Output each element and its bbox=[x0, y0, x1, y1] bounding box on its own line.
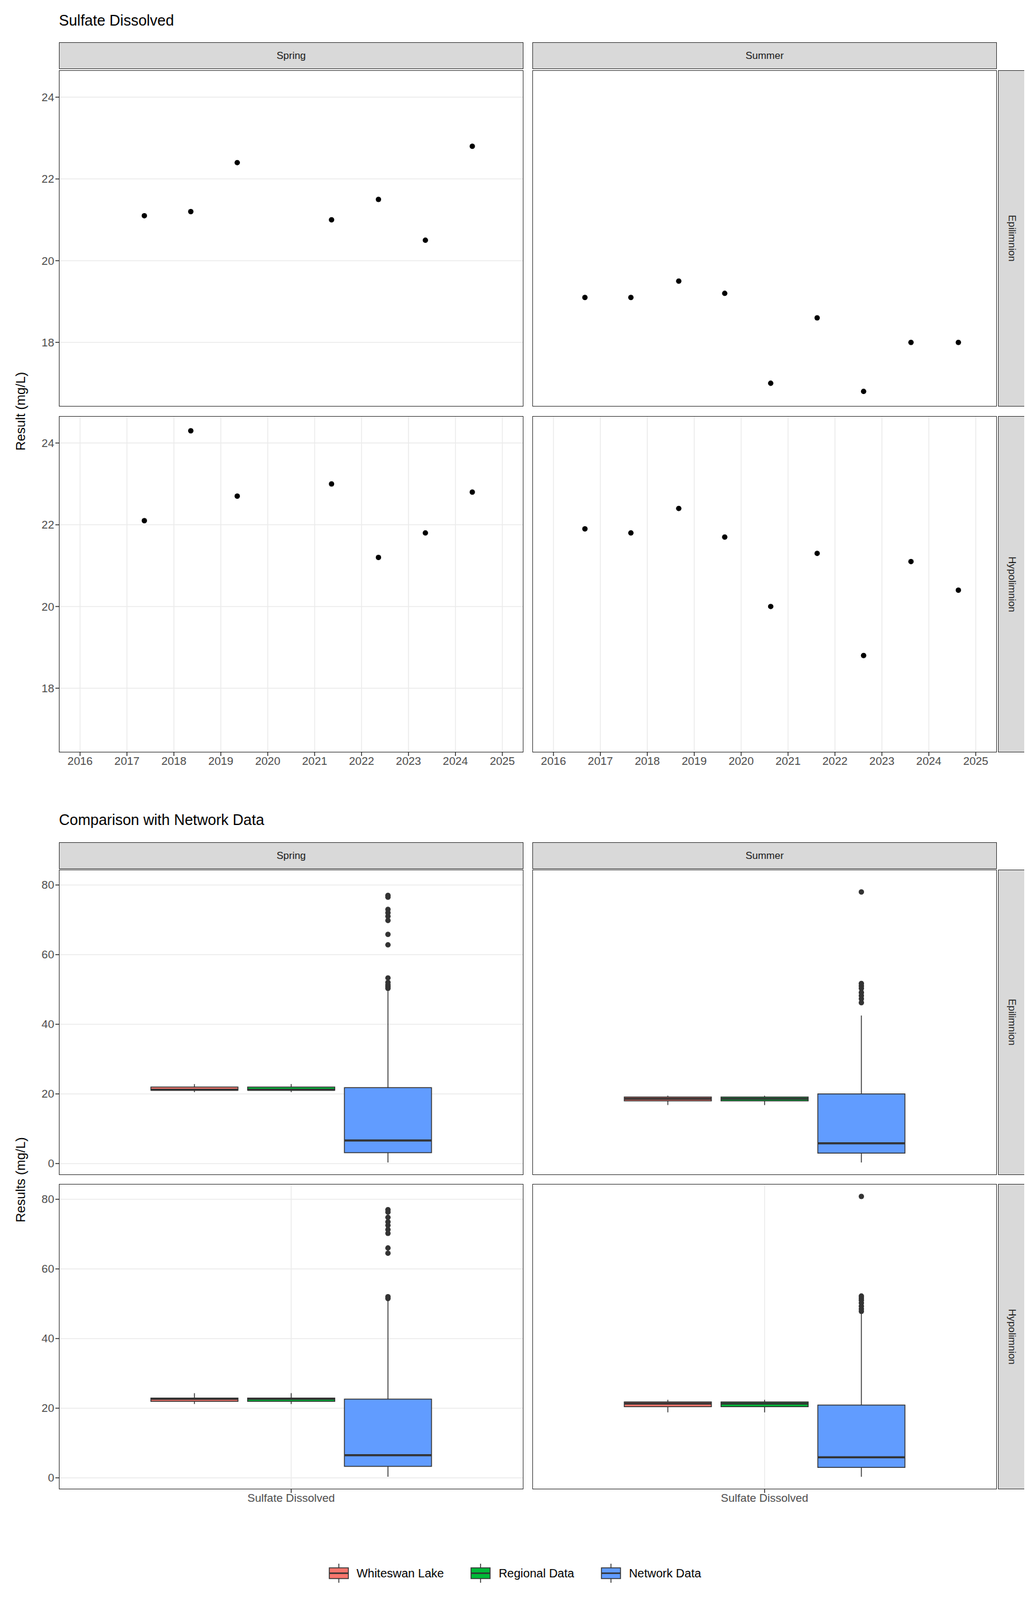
svg-text:20: 20 bbox=[41, 1087, 55, 1101]
svg-text:20: 20 bbox=[41, 600, 55, 614]
svg-text:18: 18 bbox=[41, 682, 55, 695]
html-text:Epilimnion: Epilimnion bbox=[1006, 215, 1018, 262]
html-text:Sulfate Dissolved: Sulfate Dissolved bbox=[58, 11, 175, 29]
svg-text:2018: 2018 bbox=[161, 755, 187, 768]
svg-text:40: 40 bbox=[41, 1332, 55, 1346]
svg-text:2024: 2024 bbox=[916, 755, 943, 768]
html-text:Summer: Summer bbox=[745, 49, 784, 62]
svg-text:60: 60 bbox=[41, 1263, 55, 1276]
svg-text:2025: 2025 bbox=[962, 755, 988, 768]
svg-text:60: 60 bbox=[41, 948, 55, 962]
svg-text:0: 0 bbox=[47, 1157, 55, 1171]
svg-text:2016: 2016 bbox=[540, 755, 566, 768]
html-text:Results (mg/L): Results (mg/L) bbox=[13, 1137, 28, 1223]
svg-text:2022: 2022 bbox=[348, 755, 374, 768]
svg-text:2019: 2019 bbox=[208, 755, 234, 768]
svg-text:2016: 2016 bbox=[67, 755, 93, 768]
svg-text:Sulfate Dissolved: Sulfate Dissolved bbox=[247, 1492, 336, 1505]
svg-text:24: 24 bbox=[41, 91, 55, 104]
html-text:Epilimnion: Epilimnion bbox=[1006, 999, 1018, 1047]
svg-text:2017: 2017 bbox=[587, 755, 613, 768]
html-text:Hypolimnion: Hypolimnion bbox=[1006, 556, 1018, 613]
svg-text:22: 22 bbox=[41, 518, 55, 532]
svg-text:20: 20 bbox=[41, 254, 55, 268]
svg-text:2018: 2018 bbox=[634, 755, 660, 768]
svg-text:80: 80 bbox=[41, 1193, 55, 1206]
svg-text:24: 24 bbox=[41, 437, 55, 450]
svg-text:2021: 2021 bbox=[301, 755, 327, 768]
html-text:Summer: Summer bbox=[745, 850, 784, 862]
svg-text:2023: 2023 bbox=[395, 755, 422, 768]
svg-text:2019: 2019 bbox=[681, 755, 707, 768]
html-text:Spring: Spring bbox=[276, 850, 306, 862]
svg-text:22: 22 bbox=[41, 172, 55, 186]
svg-text:2024: 2024 bbox=[443, 755, 469, 768]
svg-text:18: 18 bbox=[41, 336, 55, 349]
html-text:Hypolimnion: Hypolimnion bbox=[1006, 1309, 1018, 1366]
html-text:Whiteswan Lake: Whiteswan Lake bbox=[356, 1567, 444, 1581]
svg-text:2020: 2020 bbox=[728, 755, 754, 768]
svg-text:40: 40 bbox=[41, 1018, 55, 1031]
html-text:Spring: Spring bbox=[276, 49, 306, 62]
html-text:Regional Data: Regional Data bbox=[498, 1567, 575, 1581]
svg-text:2020: 2020 bbox=[254, 755, 280, 768]
html-text:Network Data: Network Data bbox=[628, 1567, 702, 1581]
html-text:Result (mg/L): Result (mg/L) bbox=[13, 372, 28, 451]
svg-text:2022: 2022 bbox=[822, 755, 848, 768]
svg-text:2025: 2025 bbox=[489, 755, 515, 768]
svg-text:0: 0 bbox=[47, 1472, 55, 1485]
svg-text:2023: 2023 bbox=[869, 755, 895, 768]
svg-text:Sulfate Dissolved: Sulfate Dissolved bbox=[721, 1492, 809, 1505]
svg-text:2021: 2021 bbox=[775, 755, 801, 768]
svg-text:20: 20 bbox=[41, 1402, 55, 1415]
html-text:Comparison with Network Data: Comparison with Network Data bbox=[58, 811, 265, 829]
svg-text:2017: 2017 bbox=[114, 755, 140, 768]
svg-text:80: 80 bbox=[41, 878, 55, 892]
